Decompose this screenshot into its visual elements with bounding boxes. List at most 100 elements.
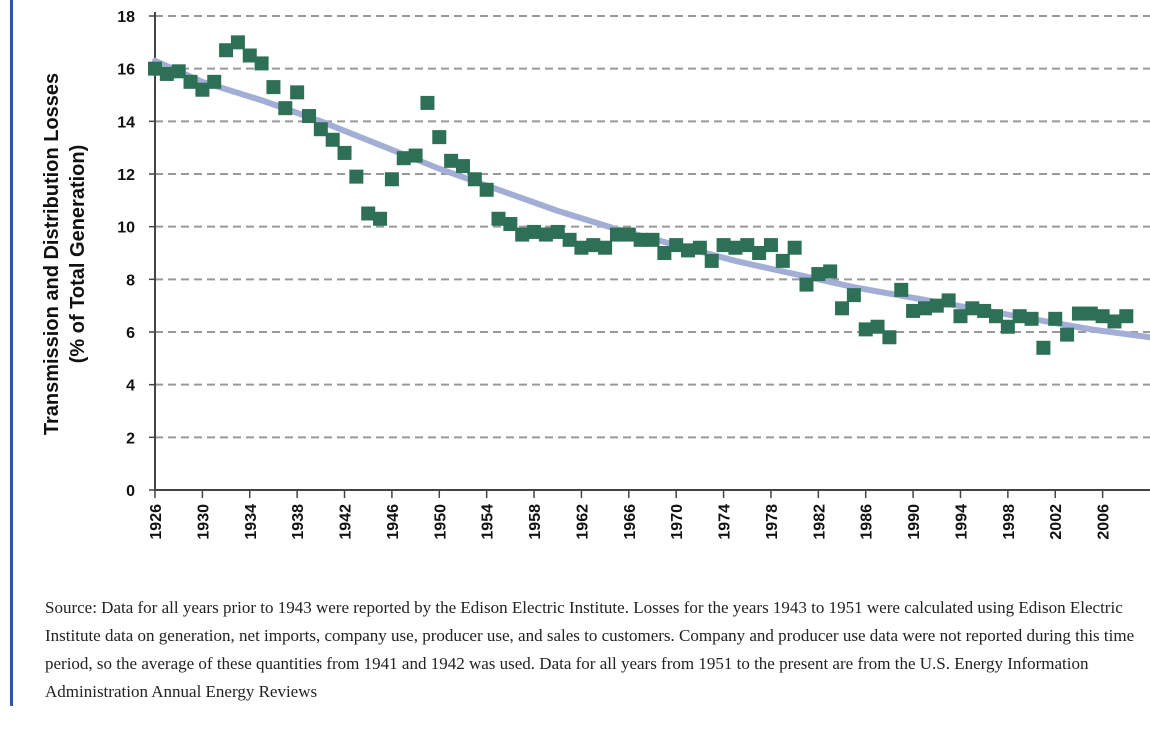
- data-point: [527, 224, 542, 239]
- data-point: [219, 43, 234, 58]
- y-axis-label: (% of Total Generation): [67, 145, 89, 364]
- data-point: [645, 232, 660, 247]
- data-point: [455, 159, 470, 174]
- data-point: [775, 253, 790, 268]
- data-point: [657, 246, 672, 260]
- y-tick-label: 2: [126, 430, 135, 447]
- data-point: [977, 303, 992, 318]
- x-tick-label: 1970: [669, 504, 686, 540]
- data-point: [337, 145, 352, 160]
- data-point: [953, 309, 968, 324]
- data-point: [811, 267, 826, 282]
- trend-line: [152, 57, 1150, 341]
- data-point: [728, 240, 743, 255]
- data-point: [598, 240, 613, 255]
- x-tick-label: 1930: [195, 504, 212, 540]
- x-tick-label: 1998: [1001, 504, 1018, 540]
- data-point: [1012, 309, 1027, 324]
- x-tick-label: 1926: [148, 504, 165, 540]
- data-point: [432, 130, 447, 145]
- data-point: [384, 172, 399, 187]
- source-note: Source: Data for all years prior to 1943…: [45, 598, 1135, 701]
- y-tick-label: 6: [126, 325, 135, 342]
- data-point: [692, 240, 707, 255]
- data-point: [195, 82, 210, 97]
- data-point: [1036, 340, 1051, 355]
- y-tick-label: 4: [126, 378, 135, 395]
- data-point: [313, 122, 328, 137]
- data-point: [1060, 327, 1075, 342]
- data-point: [1095, 309, 1110, 324]
- data-point: [621, 227, 636, 242]
- data-point: [586, 238, 601, 253]
- data-point: [290, 85, 305, 100]
- data-point: [894, 282, 909, 297]
- x-tick-label: 1954: [480, 504, 497, 540]
- x-tick-label: 1978: [764, 504, 781, 540]
- x-tick-label: 1942: [338, 504, 355, 540]
- x-tick-label: 2006: [1096, 504, 1113, 540]
- data-point: [515, 227, 530, 242]
- data-point: [870, 319, 885, 334]
- accent-bar: [10, 0, 13, 706]
- data-point: [148, 61, 162, 76]
- data-point: [444, 153, 459, 168]
- x-tick-label: 1966: [622, 504, 639, 540]
- data-point: [763, 238, 778, 253]
- x-tick-label: 2002: [1048, 504, 1065, 540]
- y-axis-label: Transmission and Distribution Losses: [41, 73, 63, 435]
- y-tick-label: 14: [117, 114, 135, 131]
- data-point: [420, 95, 435, 110]
- data-point: [207, 74, 222, 89]
- data-point: [1071, 306, 1086, 321]
- data-point: [846, 288, 861, 303]
- data-point: [704, 253, 719, 268]
- data-point: [835, 301, 850, 316]
- y-tick-label: 0: [126, 483, 135, 500]
- x-tick-label: 1958: [527, 504, 544, 540]
- data-point: [491, 211, 506, 226]
- data-point: [799, 277, 814, 292]
- data-point: [989, 309, 1004, 324]
- data-point: [917, 301, 932, 316]
- data-point: [681, 243, 696, 258]
- data-point: [1119, 309, 1134, 324]
- y-tick-label: 18: [117, 9, 135, 26]
- x-tick-label: 1982: [811, 504, 828, 540]
- chart: Transmission and Distribution Losses (% …: [41, 9, 1150, 540]
- data-point: [633, 232, 648, 247]
- y-tick-label: 10: [117, 220, 135, 237]
- data-point: [562, 232, 577, 247]
- data-point: [396, 151, 411, 166]
- x-tick-label: 1986: [859, 504, 876, 540]
- y-tick-label: 12: [117, 167, 135, 184]
- x-tick-label: 1946: [385, 504, 402, 540]
- data-point: [278, 101, 293, 116]
- data-point: [538, 227, 553, 242]
- data-point: [349, 169, 364, 184]
- data-point: [479, 182, 494, 197]
- data-point: [159, 66, 174, 81]
- data-point: [609, 227, 624, 242]
- data-point: [716, 238, 731, 253]
- x-tick-label: 1934: [243, 504, 260, 540]
- x-tick-label: 1962: [574, 504, 591, 540]
- data-point: [882, 330, 897, 345]
- data-point: [941, 293, 956, 308]
- data-point: [266, 80, 281, 95]
- data-point: [858, 322, 873, 337]
- data-point: [740, 238, 755, 253]
- data-point: [787, 240, 802, 255]
- data-point: [574, 240, 589, 255]
- data-point: [1000, 319, 1015, 334]
- data-point: [503, 217, 518, 232]
- y-tick-label: 8: [126, 272, 135, 289]
- data-point: [230, 35, 245, 50]
- data-point: [929, 298, 944, 313]
- x-tick-label: 1990: [906, 504, 923, 540]
- data-point: [183, 74, 198, 89]
- data-point: [906, 303, 921, 318]
- data-point: [550, 224, 565, 239]
- y-tick-label: 16: [117, 62, 135, 79]
- data-point: [965, 301, 980, 316]
